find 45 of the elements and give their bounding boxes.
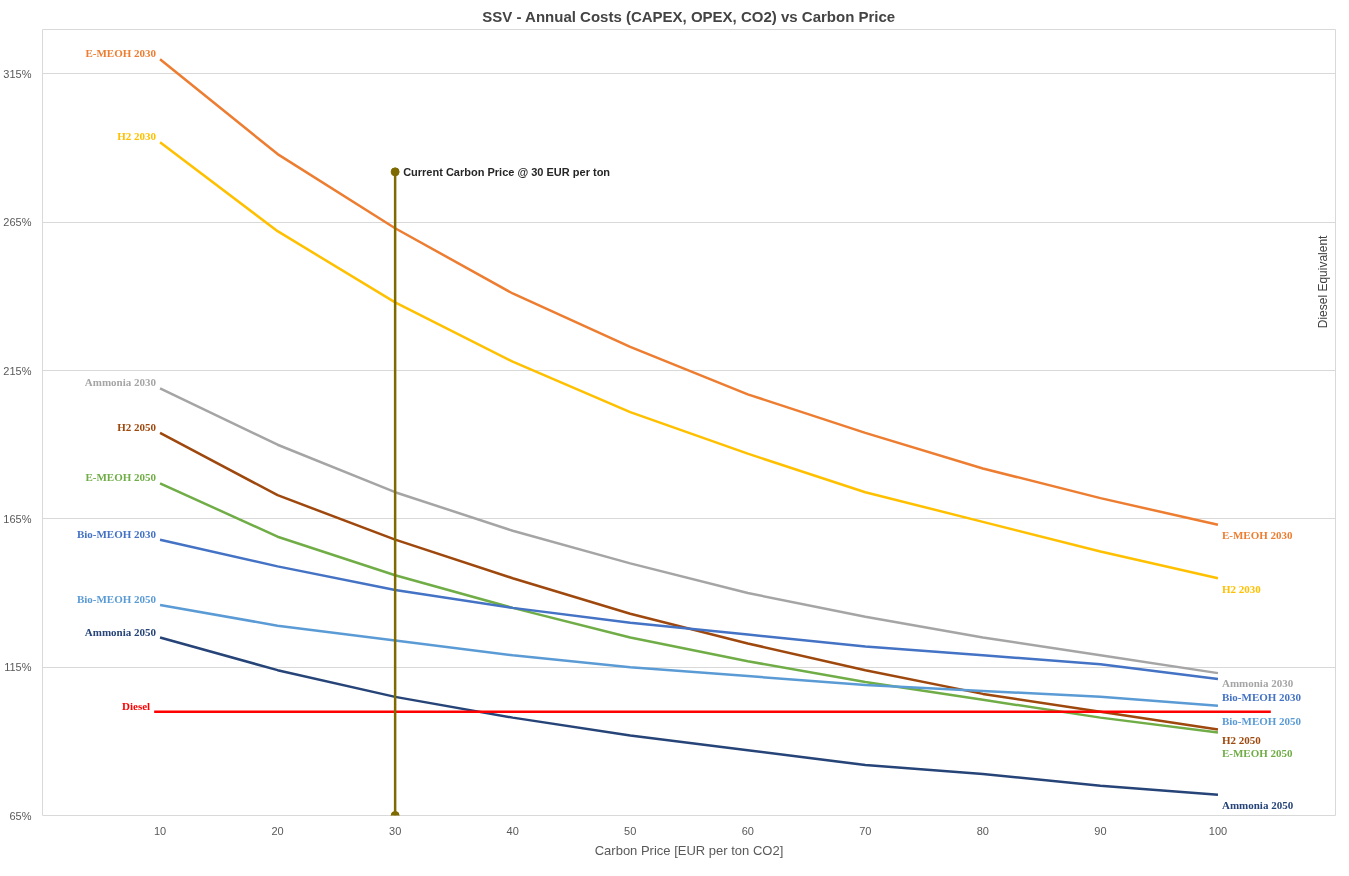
text: Bio-MEOH 2050 — [1221, 715, 1302, 727]
line-series — [158, 636, 1220, 796]
y-tick-label: 65% — [9, 809, 32, 822]
x-tick-label: 40 — [506, 824, 519, 837]
line-series — [158, 140, 1220, 580]
series-label: Ammonia 2050 — [84, 625, 157, 638]
series-label: E-MEOH 2050 — [85, 471, 157, 484]
x-tick-label: 70 — [859, 824, 872, 837]
text: H2 2050 — [1221, 733, 1261, 746]
y-tick-label: 115% — [4, 661, 32, 674]
text: Bio-MEOH 2030 — [1221, 690, 1302, 703]
x-tick-label: 90 — [1094, 824, 1107, 837]
line-series — [158, 431, 1220, 731]
line-series — [158, 57, 1220, 527]
y-tick-label: 265% — [3, 216, 32, 229]
y-tick-label: 165% — [3, 512, 32, 525]
line-series — [158, 538, 1220, 681]
x-tick-label: 10 — [153, 824, 167, 837]
y-tick-label: 215% — [3, 364, 32, 377]
line-series — [158, 603, 1220, 708]
annotation: Diesel Equivalent — [1315, 234, 1330, 329]
line-series — [158, 387, 1220, 675]
series-label: Bio-MEOH 2050 — [76, 592, 157, 605]
text: Ammonia 2030 — [1221, 677, 1294, 690]
text: H2 2030 — [1221, 582, 1261, 595]
series-label: Bio-MEOH 2030 — [76, 527, 157, 540]
x-tick-label: 80 — [976, 824, 989, 837]
series-label: H2 2050 — [117, 420, 157, 433]
x-axis-title: Carbon Price [EUR per ton CO2] — [594, 842, 784, 858]
series-label: H2 2030 — [117, 130, 157, 143]
annotation: Current Carbon Price @ 30 EUR per ton — [403, 165, 611, 178]
series-label: E-MEOH 2030 — [85, 47, 157, 60]
series-label: Ammonia 2030 — [84, 376, 157, 389]
x-tick-label: 100 — [1208, 824, 1228, 837]
line-series — [158, 482, 1220, 734]
text: E-MEOH 2030 — [1221, 529, 1293, 542]
text: E-MEOH 2050 — [1221, 747, 1293, 760]
x-tick-label: 60 — [741, 824, 754, 837]
x-tick-label: 30 — [389, 824, 402, 837]
x-tick-label: 50 — [624, 824, 637, 837]
chart-title: SSV - Annual Costs (CAPEX, OPEX, CO2) vs Carbon Price — [482, 7, 896, 25]
x-tick-label: 20 — [271, 824, 284, 837]
y-tick-label: 315% — [3, 67, 32, 80]
series-label: Diesel — [122, 699, 151, 712]
text: Ammonia 2050 — [1221, 799, 1294, 812]
